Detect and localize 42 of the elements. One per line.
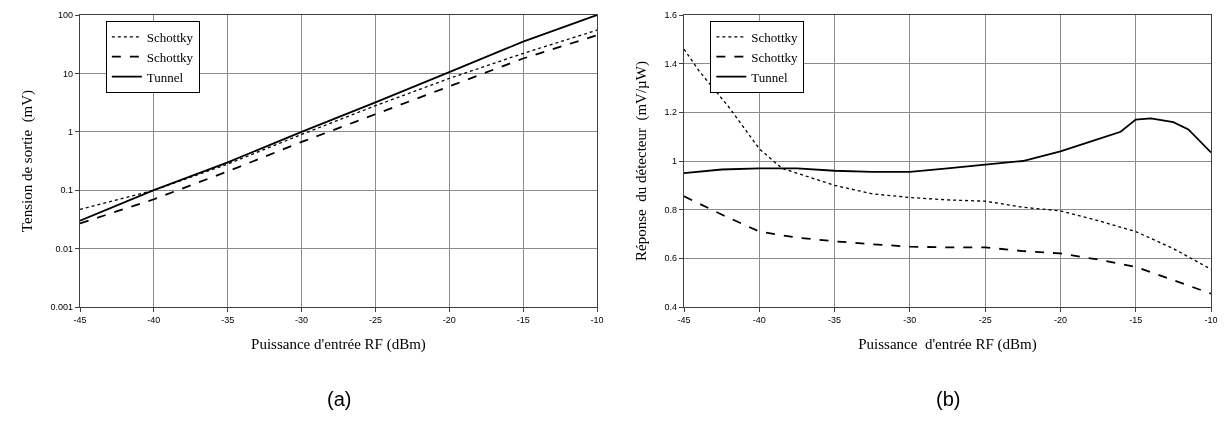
y-tick-label: 0.6 — [664, 253, 678, 264]
y-tick-label: 1.2 — [664, 107, 678, 118]
x-tick-label: -45 — [73, 314, 87, 325]
x-tick-label: -25 — [978, 314, 992, 325]
x-tick-label: -40 — [147, 314, 161, 325]
legend-label: Schottky — [751, 29, 799, 45]
x-tick-label: -10 — [1204, 314, 1218, 325]
y-tick-label: 0.4 — [664, 302, 678, 313]
y-tick-label: 1 — [68, 126, 74, 137]
line-series — [684, 195, 1211, 295]
x-tick-label: -35 — [828, 314, 842, 325]
x-axis-title: Puissance d'entrée RF (dBm) — [858, 335, 1037, 353]
text: (b) — [936, 388, 961, 410]
y-axis-title: Tension de sortie (mV) — [18, 89, 36, 233]
legend-label: Schottky — [146, 49, 194, 65]
legend-label: Schottky — [751, 49, 799, 65]
y-tick-label: 1.4 — [664, 58, 678, 69]
y-tick-label: 1 — [672, 156, 678, 167]
x-tick-label: -30 — [903, 314, 917, 325]
y-tick-label: 100 — [58, 10, 74, 21]
y-tick-label: 0.1 — [60, 185, 74, 196]
x-tick-label: -40 — [752, 314, 766, 325]
x-tick-label: -30 — [295, 314, 309, 325]
y-tick-label: 0.01 — [55, 243, 74, 254]
x-tick-label: -20 — [1053, 314, 1067, 325]
y-axis-title: Réponse du détecteur (mV/µW) — [632, 61, 650, 261]
y-tick-label: 10 — [63, 68, 74, 79]
legend-label: Schottky — [146, 29, 194, 45]
x-tick-label: -20 — [442, 314, 456, 325]
x-tick-label: -45 — [677, 314, 691, 325]
y-tick-label: 0.8 — [664, 204, 678, 215]
x-tick-label: -10 — [590, 314, 604, 325]
x-axis-title: Puissance d'entrée RF (dBm) — [251, 335, 426, 353]
text: (a) — [327, 388, 352, 410]
legend-label: Tunnel — [146, 69, 184, 85]
x-tick-label: -25 — [368, 314, 382, 325]
y-tick-label: 0.001 — [50, 302, 74, 313]
legend-label: Tunnel — [751, 69, 789, 85]
x-tick-label: -15 — [516, 314, 530, 325]
x-tick-label: -15 — [1129, 314, 1143, 325]
x-tick-label: -35 — [221, 314, 235, 325]
y-tick-label: 1.6 — [664, 10, 678, 21]
